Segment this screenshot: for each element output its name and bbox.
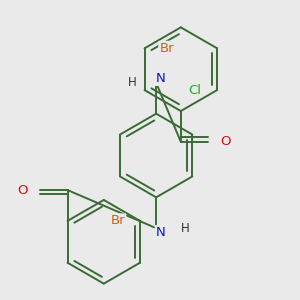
Text: Cl: Cl: [188, 84, 202, 97]
Text: H: H: [128, 76, 136, 89]
Text: H: H: [180, 222, 189, 235]
Text: Br: Br: [111, 214, 125, 227]
Text: N: N: [156, 226, 165, 239]
Text: O: O: [221, 135, 231, 148]
Text: Br: Br: [159, 42, 174, 55]
Text: N: N: [156, 72, 165, 85]
Text: O: O: [17, 184, 28, 196]
